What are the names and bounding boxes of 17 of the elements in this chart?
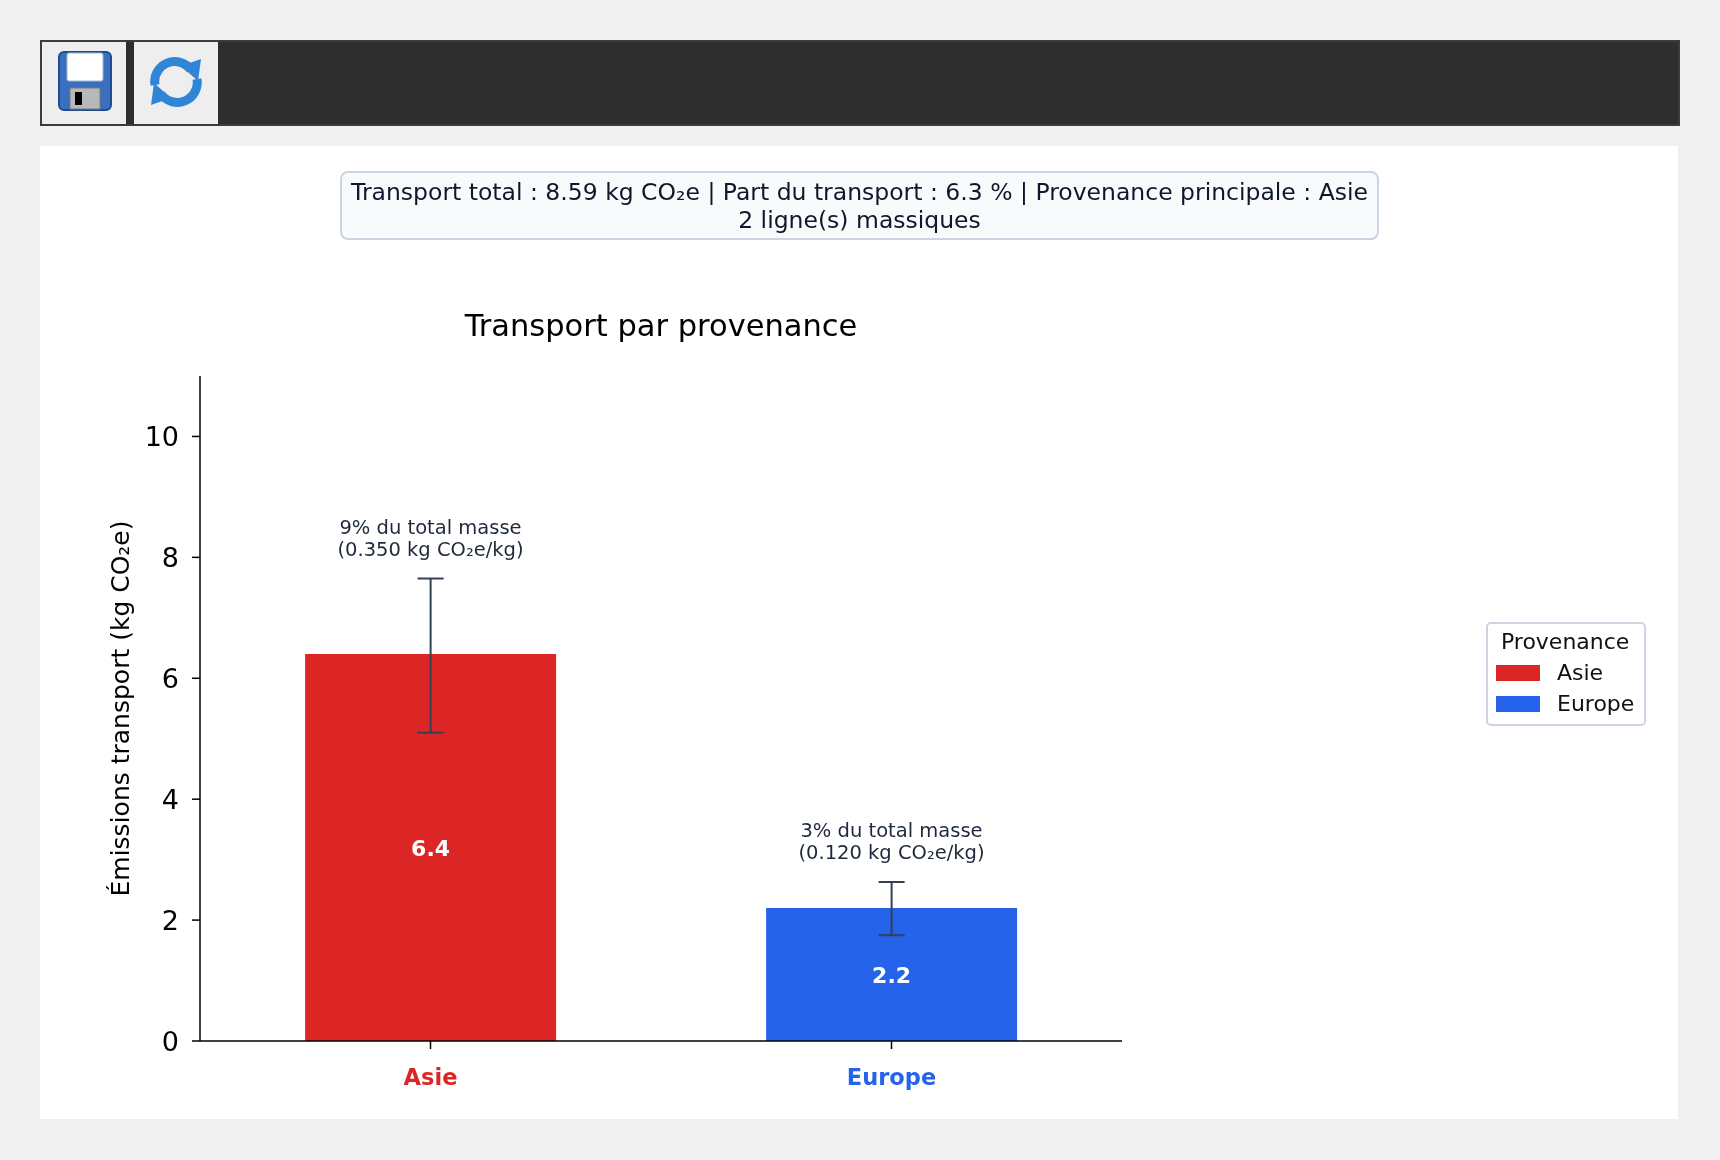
data-label: 2.2 <box>872 962 912 987</box>
legend-label: Asie <box>1557 660 1604 685</box>
y-tick-label: 8 <box>161 541 179 573</box>
text: 2 ligne(s) massiques <box>738 205 981 234</box>
annotation: 3% du total masse (0.120 kg CO₂e/kg) <box>798 819 985 864</box>
y-tick-label: 0 <box>161 1025 179 1057</box>
chart-title: Transport par provenance <box>464 308 858 343</box>
annotation: 9% du total masse (0.350 kg CO₂e/kg) <box>337 515 524 561</box>
legend-label: Europe <box>1557 691 1635 716</box>
y-tick-label: 6 <box>161 662 179 694</box>
y-tick-label: 2 <box>161 904 179 936</box>
data-label: 6.4 <box>411 835 451 861</box>
y-tick-label: 10 <box>144 421 179 453</box>
y-tick-label: 4 <box>161 783 179 815</box>
text: Transport total : 8.59 kg CO₂e | Part du transport : 6.3 % | Provenance principale : Asie <box>351 177 1368 206</box>
y-axis-title: Émissions transport (kg CO₂e) <box>105 520 135 897</box>
legend-title: Provenance <box>1500 629 1630 654</box>
